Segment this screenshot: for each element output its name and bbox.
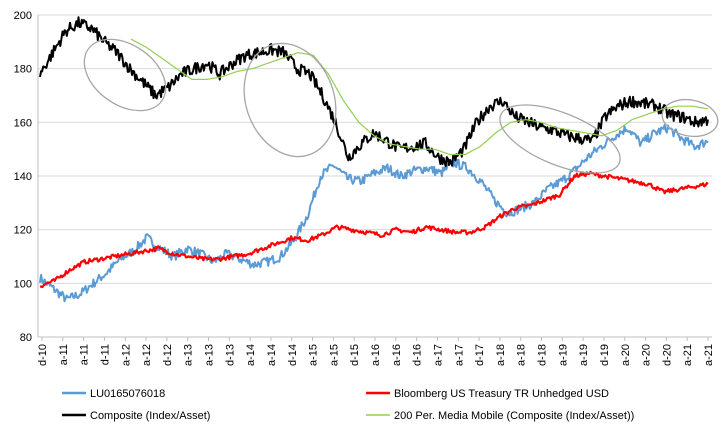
- x-tick-label: d-17: [474, 344, 486, 366]
- y-tick-label: 140: [14, 171, 32, 183]
- x-tick-label: d-13: [224, 344, 236, 366]
- x-tick-label: a-19: [578, 344, 590, 366]
- x-tick-label: d-10: [37, 344, 49, 366]
- x-tick-label: d-19: [599, 344, 611, 366]
- series-line: [39, 16, 709, 168]
- x-tick-label: d-20: [661, 344, 673, 366]
- y-tick-label: 200: [14, 10, 32, 22]
- x-tick-label: a-18: [495, 344, 507, 366]
- legend-label: 200 Per. Media Mobile (Composite (Index/…: [394, 410, 634, 422]
- x-axis: d-10 a-11 a-11 d-11 a-12 a-12 d-12 a-13 a-13 d-13…: [37, 336, 715, 366]
- x-tick-label: d-12: [162, 344, 174, 366]
- x-tick-label: a-14: [266, 344, 278, 366]
- x-tick-label: a-15: [328, 344, 340, 366]
- x-tick-label: a-16: [370, 344, 382, 366]
- x-tick-label: a-18: [516, 344, 528, 366]
- x-tick-label: d-15: [349, 344, 361, 366]
- gridlines: [38, 14, 712, 338]
- x-tick-label: a-15: [308, 344, 320, 366]
- x-tick-label: a-13: [204, 344, 216, 366]
- x-tick-label: a-16: [391, 344, 403, 366]
- highlight-ellipse: [499, 104, 621, 174]
- highlight-ellipse: [243, 42, 337, 158]
- x-tick-label: a-20: [620, 344, 632, 366]
- x-tick-label: a-12: [141, 344, 153, 366]
- series-lines: [39, 16, 709, 303]
- y-tick-label: 180: [14, 64, 32, 76]
- series-line: [39, 123, 709, 303]
- y-tick-label: 80: [20, 332, 32, 344]
- x-tick-label: a-21: [682, 344, 694, 366]
- x-tick-label: a-11: [58, 344, 70, 365]
- x-tick-label: a-12: [120, 344, 132, 366]
- x-tick-label: d-16: [412, 344, 424, 366]
- x-tick-label: a-11: [79, 344, 91, 365]
- x-tick-label: d-11: [99, 344, 111, 365]
- highlight-ellipse: [661, 98, 719, 138]
- x-tick-label: d-18: [537, 344, 549, 366]
- x-tick-label: a-19: [557, 344, 569, 366]
- legend-label: LU0165076018: [90, 388, 165, 400]
- legend: LU0165076018 Bloomberg US Treasury TR Unh…: [62, 388, 634, 422]
- x-tick-label: d-14: [287, 344, 299, 366]
- y-axis: 80 100 120 140 160 180 200: [14, 10, 39, 344]
- y-tick-label: 160: [14, 117, 32, 129]
- x-tick-label: a-17: [453, 344, 465, 366]
- x-tick-label: a-17: [432, 344, 444, 366]
- y-tick-label: 120: [14, 225, 32, 237]
- x-tick-label: a-13: [183, 344, 195, 366]
- x-tick-label: a-21: [703, 344, 715, 366]
- series-line: [130, 38, 709, 156]
- highlight-ellipse: [83, 38, 167, 112]
- x-tick-label: a-20: [641, 344, 653, 366]
- legend-label: Bloomberg US Treasury TR Unhedged USD: [394, 388, 609, 400]
- highlight-ellipses: [83, 38, 719, 174]
- x-tick-label: a-14: [245, 344, 257, 366]
- y-tick-label: 100: [14, 278, 32, 290]
- legend-label: Composite (Index/Asset): [90, 410, 210, 422]
